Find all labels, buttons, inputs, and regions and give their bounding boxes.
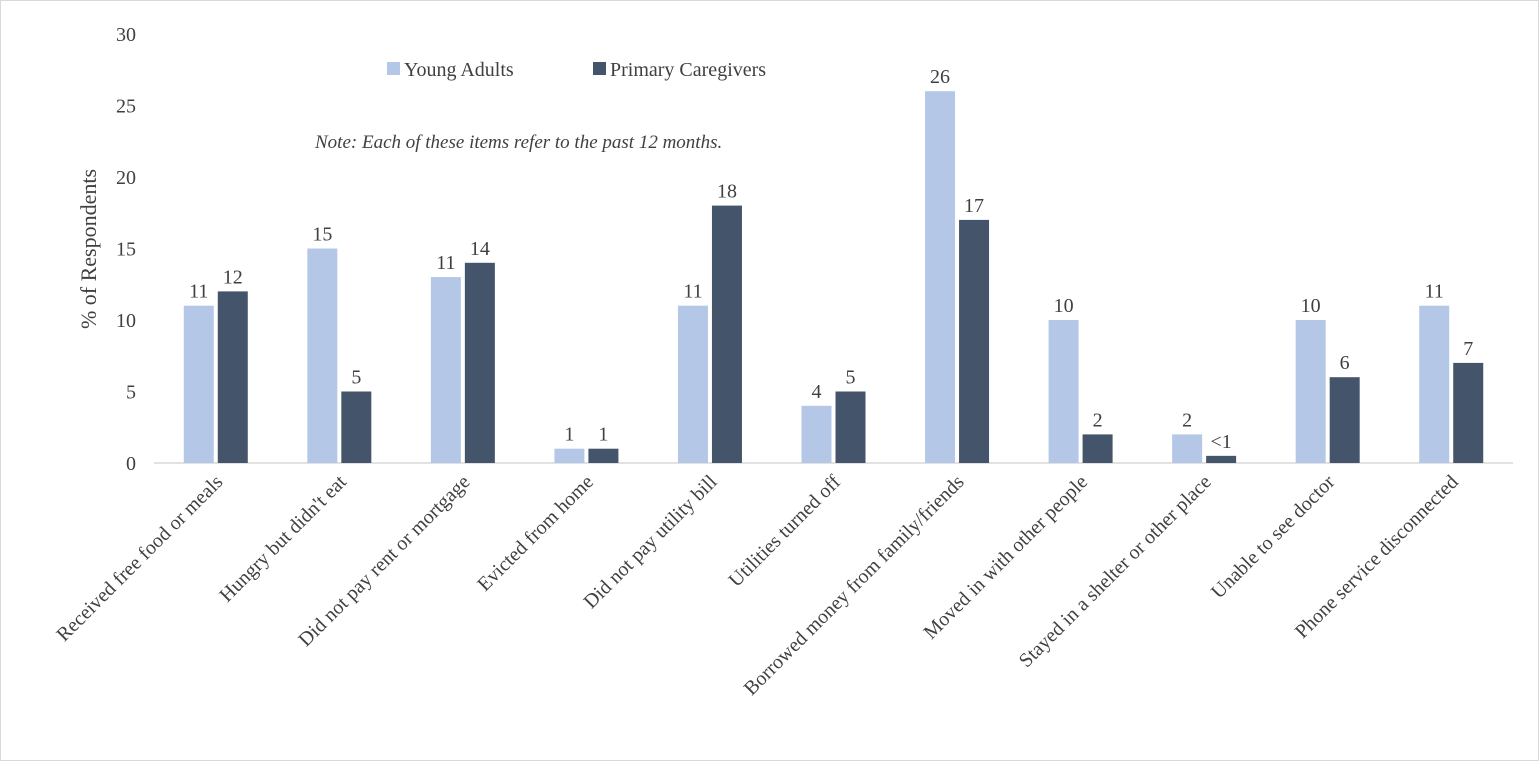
legend-swatch-primary-caregivers [593,62,606,75]
data-label: 17 [964,195,984,217]
data-label: 7 [1463,338,1473,360]
data-label: 11 [1425,281,1444,303]
bar-young-adults [801,405,832,463]
data-label: 6 [1340,352,1350,374]
data-label: 14 [470,238,490,260]
bar-young-adults [1419,305,1450,463]
bar-primary-caregivers [711,205,742,463]
data-label: 12 [223,266,243,288]
bar-primary-caregivers [217,291,248,463]
category-label: Hungry but didn't eat [215,471,351,607]
bar-young-adults [1295,320,1326,463]
bar-primary-caregivers [1453,362,1484,463]
bar-primary-caregivers [1082,434,1113,463]
bars-group [183,91,1484,463]
data-label: 2 [1093,409,1103,431]
data-label: 11 [189,281,208,303]
category-label: Utilities turned off [724,471,845,592]
data-label: 1 [564,424,574,446]
bar-primary-caregivers [835,391,866,463]
data-label: 18 [717,181,737,203]
bar-primary-caregivers [959,219,990,463]
data-label: 15 [312,224,332,246]
bar-young-adults [183,305,214,463]
data-label: 10 [1054,295,1074,317]
bar-primary-caregivers [1206,455,1237,463]
bar-young-adults [554,448,585,463]
data-label: 11 [436,252,455,274]
bar-young-adults [925,91,956,463]
category-label: Did not pay utility bill [579,471,721,613]
bar-primary-caregivers [464,262,495,463]
bar-young-adults [1172,434,1203,463]
y-tick-label: 30 [116,24,136,46]
data-label: 4 [812,381,822,403]
data-label: 10 [1301,295,1321,317]
bar-young-adults [1048,320,1079,463]
category-label: Received free food or meals [52,471,227,646]
y-axis-ticks: 0 5 10 15 20 25 30 [116,24,136,475]
data-label: <1 [1210,431,1231,453]
bar-young-adults [307,248,338,463]
data-label: 11 [683,281,702,303]
category-label: Borrowed money from family/friends [740,471,969,700]
category-label: Stayed in a shelter or other place [1015,471,1216,672]
data-label: 1 [598,424,608,446]
legend-label: Primary Caregivers [610,59,766,81]
legend: Young Adults Primary Caregivers [387,59,766,81]
data-label: 5 [846,367,856,389]
category-label: Evicted from home [473,471,598,596]
bar-young-adults [430,277,461,463]
y-axis-label: % of Respondents [76,169,101,329]
bar-primary-caregivers [341,391,372,463]
y-tick-label: 5 [126,382,136,404]
category-label: Unable to see doctor [1207,471,1339,603]
data-label: 26 [930,66,950,88]
y-tick-label: 25 [116,96,136,118]
bar-young-adults [677,305,708,463]
chart-note: Note: Each of these items refer to the p… [314,132,722,153]
y-tick-label: 15 [116,239,136,261]
bar-primary-caregivers [1329,377,1360,463]
y-tick-label: 10 [116,310,136,332]
y-tick-label: 0 [126,453,136,475]
bar-primary-caregivers [588,448,619,463]
legend-label: Young Adults [404,59,514,81]
data-label: 5 [351,367,361,389]
legend-swatch-young-adults [387,62,400,75]
y-tick-label: 20 [116,167,136,189]
data-label: 2 [1182,409,1192,431]
